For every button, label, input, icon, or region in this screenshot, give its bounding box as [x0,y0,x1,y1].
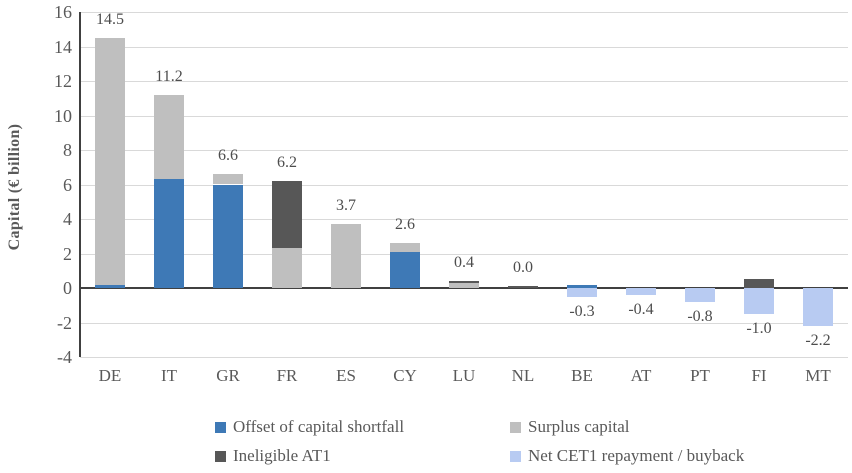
x-category-label-FI: FI [751,366,767,385]
bar-segment-BE [567,288,597,297]
y-tick-label: 14 [54,37,72,57]
data-label-LU: 0.4 [454,254,474,271]
x-category-label-GR: GR [216,366,240,385]
data-label-FI: -1.0 [746,320,772,337]
legend-label: Offset of capital shortfall [233,417,405,436]
gridline-6 [80,185,848,186]
x-category-label-PT: PT [690,366,710,385]
y-tick-label: 12 [54,71,72,91]
bar-segment-FR [272,248,302,288]
x-category-label-LU: LU [452,366,476,385]
legend-item-3: Net CET1 repayment / buyback [510,447,744,465]
legend-swatch-icon [510,421,521,433]
data-label-PT: -0.8 [687,308,713,325]
bar-segment-AT [626,288,656,295]
gridline-10 [80,116,848,117]
data-label-AT: -0.4 [628,301,654,318]
y-tick-label: 4 [63,209,72,229]
bar-segment-CY [390,243,420,252]
data-label-NL: 0.0 [513,259,533,276]
x-axis-zero-line [80,287,848,289]
data-label-ES: 3.7 [336,197,356,214]
y-tick-label: 0 [63,278,72,298]
y-tick-label: 10 [54,106,72,126]
y-axis-line [79,12,81,357]
gridline-8 [80,150,848,151]
y-tick-label: 16 [54,2,72,22]
gridline--4 [80,357,848,358]
bar-segment-BE [567,284,597,288]
bar-segment-CY [390,251,420,288]
data-label-BE: -0.3 [569,303,595,320]
data-label-IT: 11.2 [155,68,183,85]
x-category-label-ES: ES [336,366,356,385]
gridline-12 [80,81,848,82]
data-label-DE: 14.5 [96,11,124,28]
x-category-label-IT: IT [160,366,178,385]
bar-segment-DE [95,37,125,285]
y-tick-label: -4 [57,347,72,367]
legend-swatch-icon [215,450,226,462]
legend-item-0: Offset of capital shortfall [215,418,404,436]
legend-label: Ineligible AT1 [233,446,331,465]
bar-segment-FR [272,181,302,249]
legend-item-2: Ineligible AT1 [215,447,331,465]
y-tick-label: -2 [57,313,72,333]
bar-segment-FI [744,279,774,288]
bar-segment-LU [449,281,479,283]
x-category-label-AT: AT [630,366,652,385]
bar-segment-IT [154,179,184,288]
gridline-2 [80,254,848,255]
gridline-16 [80,12,848,13]
gridline-4 [80,219,848,220]
y-tick-label: 2 [63,244,72,264]
bar-segment-PT [685,288,715,302]
bar-segment-MT [803,288,833,326]
data-label-MT: -2.2 [805,332,831,349]
x-category-label-MT: MT [805,366,831,385]
gridline-14 [80,47,848,48]
x-category-label-CY: CY [393,366,417,385]
bar-segment-LU [449,282,479,288]
bar-segment-IT [154,94,184,180]
bar-segment-NL [508,286,538,288]
legend-label: Surplus capital [528,417,630,436]
y-axis-title: Capital (€ billion) [6,123,23,251]
bar-segment-GR [213,174,243,185]
data-label-CY: 2.6 [395,216,415,233]
bar-segment-ES [331,224,361,288]
y-tick-label: 6 [63,175,72,195]
x-category-label-FR: FR [276,366,298,385]
legend-swatch-icon [510,450,521,462]
data-label-FR: 6.2 [277,154,297,171]
x-category-label-NL: NL [511,366,535,385]
bar-segment-GR [213,184,243,288]
y-tick-label: 8 [63,140,72,160]
gridline--2 [80,323,848,324]
bar-segment-DE [95,284,125,288]
legend-swatch-icon [215,421,226,433]
x-category-label-BE: BE [571,366,593,385]
x-category-label-DE: DE [98,366,122,385]
legend-label: Net CET1 repayment / buyback [528,446,745,465]
data-label-GR: 6.6 [218,147,238,164]
legend-item-1: Surplus capital [510,418,630,436]
bar-segment-FI [744,288,774,314]
